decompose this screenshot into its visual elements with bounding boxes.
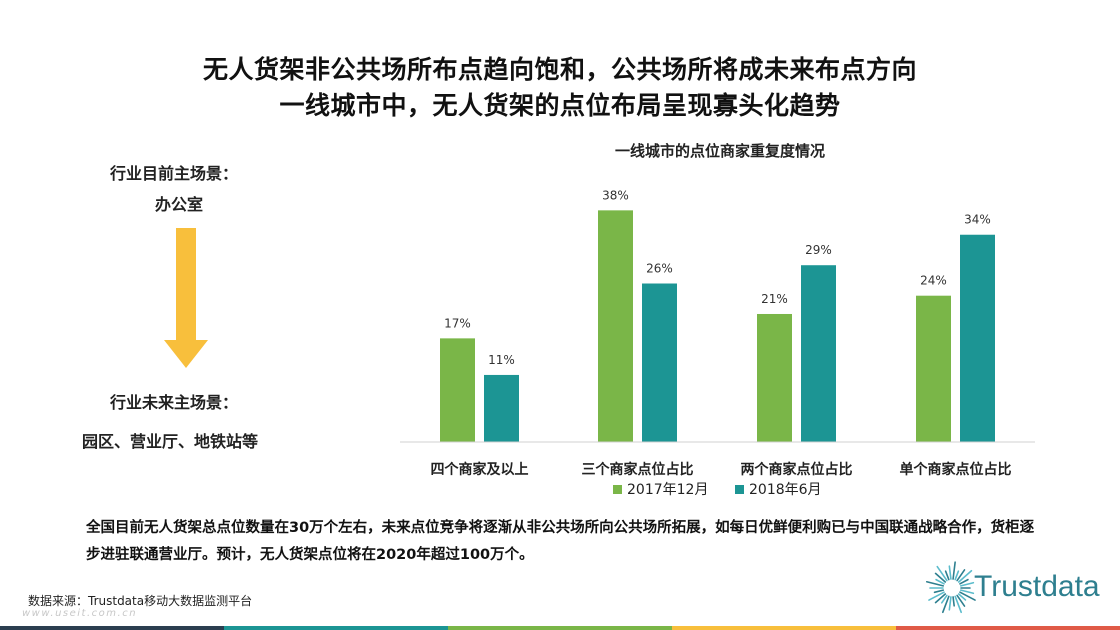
sunburst-ray [925, 580, 945, 587]
brand-logo: Trustdata [922, 552, 1112, 622]
sunburst-ray [957, 593, 967, 601]
bottom-bar-segment [224, 626, 448, 630]
category-label: 三个商家点位占比 [582, 461, 694, 478]
data-label: 17% [444, 316, 471, 330]
sunburst-ray [941, 595, 950, 614]
data-label: 26% [646, 262, 673, 276]
bar-1-4 [916, 295, 951, 442]
sunburst-ray [957, 569, 973, 583]
data-label: 34% [964, 213, 991, 227]
bottom-bar-segment [672, 626, 896, 630]
sunburst-icon [925, 561, 976, 614]
watermark: www.useit.com.cn [22, 608, 138, 619]
sunburst-ray [956, 569, 966, 582]
bar-2-2 [642, 283, 677, 442]
future-scenario-heading: 行业未来主场景： [110, 393, 239, 412]
bar-1-1 [440, 338, 475, 442]
bottom-bar-segment [896, 626, 1120, 630]
page-title-line-1: 无人货架非公共场所布点趋向饱和，公共场所将成未来布点方向 [202, 55, 917, 84]
sunburst-ray [952, 561, 956, 580]
sunburst-ray [954, 595, 963, 614]
bar-2-4 [960, 234, 995, 442]
data-label: 24% [920, 274, 947, 288]
page-title-line-2: 一线城市中，无人货架的点位布局呈现寡头化趋势 [279, 91, 841, 120]
sunburst-ray [956, 594, 966, 607]
bottom-bar-segment [448, 626, 672, 630]
future-scenario-value: 园区、营业厅、地铁站等 [82, 432, 259, 451]
sunburst-ray [959, 591, 976, 601]
bar-1-2 [598, 210, 633, 442]
sunburst-ray [954, 570, 960, 581]
chart-legend: 2017年12月 2018年6月 [613, 482, 822, 498]
data-label: 11% [488, 353, 515, 367]
sunburst-ray [959, 578, 969, 585]
sunburst-ray [959, 581, 975, 587]
category-label: 四个商家及以上 [431, 461, 529, 478]
sunburst-ray [934, 593, 947, 604]
bottom-bar-segment [0, 626, 224, 630]
sunburst-ray [948, 565, 952, 580]
sunburst-ray [933, 589, 945, 594]
data-label: 21% [761, 292, 788, 306]
current-scenario-heading: 行业目前主场景： [110, 164, 239, 183]
sunburst-ray [952, 596, 955, 607]
data-label: 29% [805, 243, 832, 257]
bar-chart: 一线城市的点位商家重复度情况 17%11%38%26%21%29%24%34% … [400, 142, 1035, 498]
bottom-color-bar [0, 626, 1120, 630]
chart-title: 一线城市的点位商家重复度情况 [615, 142, 825, 160]
sunburst-ray [944, 570, 950, 581]
sunburst-ray [935, 578, 945, 585]
category-label: 单个商家点位占比 [900, 461, 1012, 478]
bar-2-1 [484, 374, 519, 442]
sunburst-ray [936, 565, 948, 582]
sunburst-ray [959, 589, 975, 595]
sunburst-ray [934, 572, 947, 583]
current-scenario-value: 办公室 [155, 195, 204, 214]
legend-swatch [613, 485, 622, 494]
bar-1-3 [757, 313, 792, 442]
data-source: 数据来源：Trustdata移动大数据监测平台 [28, 594, 253, 608]
brand-name: Trustdata [974, 570, 1100, 603]
category-label: 两个商家点位占比 [741, 461, 853, 478]
sunburst-ray [948, 596, 952, 611]
legend-label: 2017年12月 [627, 482, 708, 498]
legend-swatch [735, 485, 744, 494]
sunburst-ray [940, 594, 948, 604]
down-arrow-shape [164, 228, 208, 368]
summary-text: 全国目前无人货架总点位数量在30万个左右，未来点位竞争将逐渐从非公共场所向公共场… [86, 520, 1035, 563]
data-label: 38% [602, 188, 629, 202]
down-arrow-icon [164, 228, 208, 368]
sunburst-ray [928, 591, 945, 601]
bar-2-3 [801, 265, 836, 442]
legend-label: 2018年6月 [749, 482, 822, 498]
